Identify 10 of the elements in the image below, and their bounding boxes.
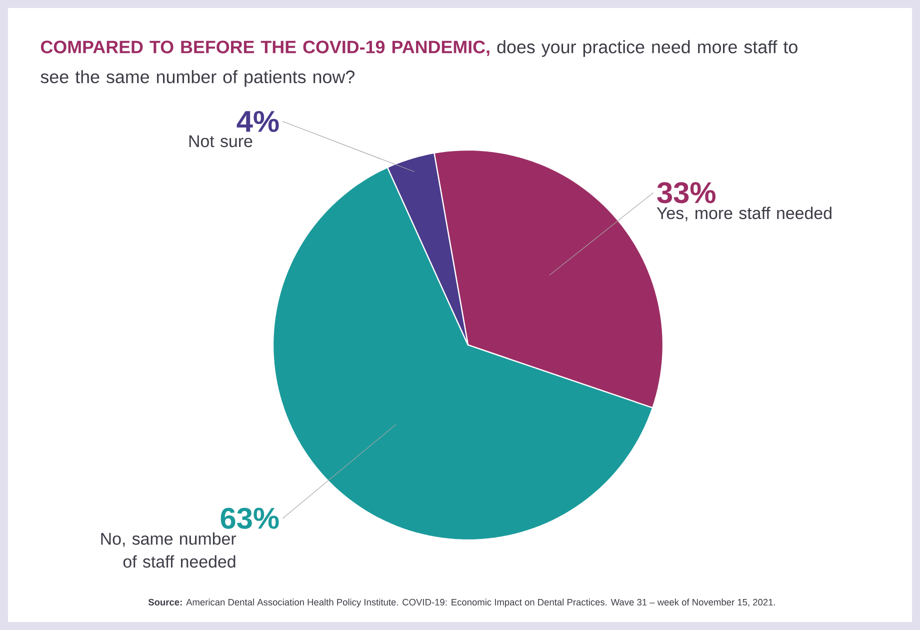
text: Source: American Dental Association Health Policy Institute. COVID-19: Economic Impact on Dental Practices. Wave 31 – week of November 15, 2021.	[148, 598, 775, 608]
data-label: 63%	[220, 508, 279, 529]
data-label: 33%	[657, 182, 716, 204]
chart-title: COMPARED TO BEFORE THE COVID-19 PANDEMIC,	[40, 40, 490, 56]
text: see the same number of patients now?	[40, 70, 354, 87]
slice-label: No, same number of staff needed	[101, 532, 236, 568]
slice-label: Yes, more staff needed	[656, 206, 832, 222]
data-label: 4%	[236, 110, 279, 132]
text: does your practice need more staff to	[497, 40, 798, 57]
slice-label: Not sure	[189, 135, 252, 148]
